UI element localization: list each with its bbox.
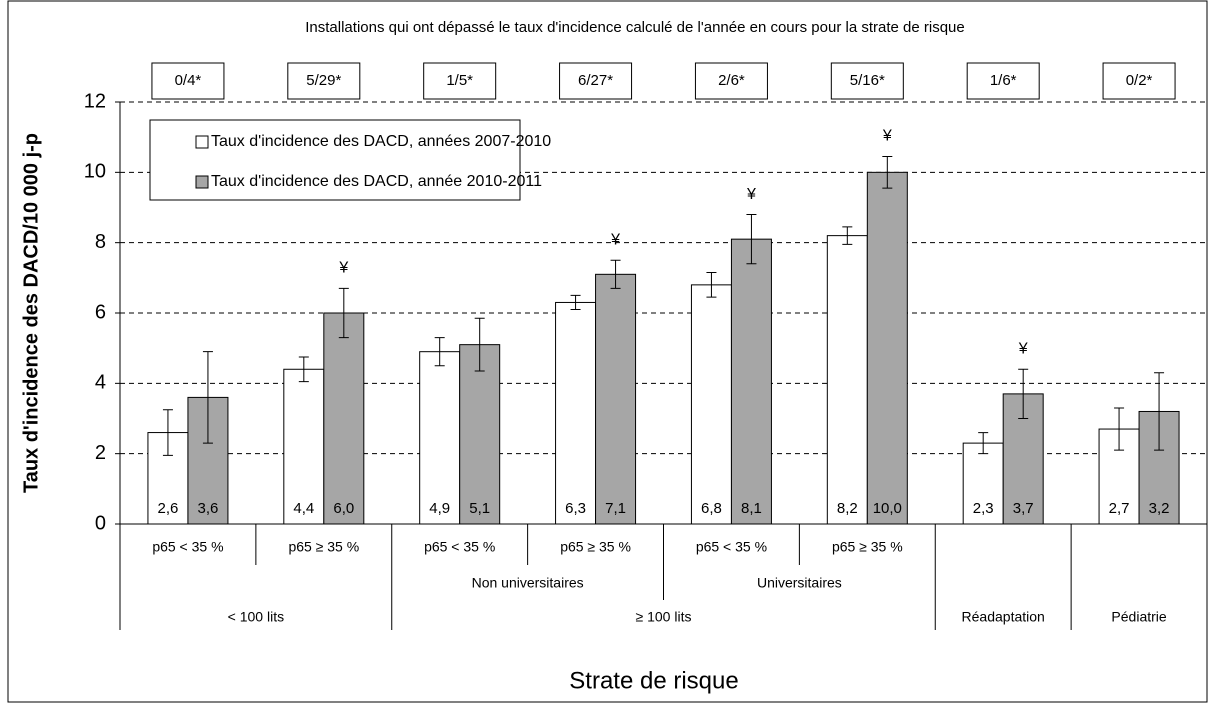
exceedance-label: 2/6* — [718, 72, 745, 89]
header: Installations qui ont dépassé le taux d'… — [305, 19, 964, 36]
value-label: 5,1 — [469, 500, 490, 517]
y-axis-title: Taux d'incidence des DACD/10 000 j-p — [20, 133, 42, 493]
exceedance-box — [287, 62, 361, 100]
exceedance-label: 1/5* — [446, 72, 473, 89]
legend-label: Taux d'incidence des DACD, années 2007-2… — [211, 133, 551, 150]
value-label: 3,2 — [1149, 500, 1170, 517]
value-label: 3,6 — [198, 500, 219, 517]
value-label: 3,7 — [1013, 500, 1034, 517]
y-tick-label: 8 — [95, 231, 106, 253]
legend-box — [149, 119, 521, 201]
significance-marker: ¥ — [882, 128, 892, 145]
y-tick-label: 4 — [95, 372, 106, 394]
exceedance-box — [1102, 62, 1176, 100]
error-bar — [202, 351, 213, 444]
bar — [459, 344, 501, 525]
error-bar — [746, 214, 757, 265]
significance-marker: ¥ — [610, 231, 620, 248]
exceedance-box — [423, 62, 497, 100]
category-label-1: Universitaires — [757, 575, 842, 591]
error-bar — [162, 409, 173, 456]
category-label-2: < 100 lits — [228, 609, 284, 625]
y-tick-label: 2 — [95, 442, 106, 464]
value-label: 8,2 — [837, 500, 858, 517]
error-bar — [1154, 372, 1165, 451]
value-label: 7,1 — [605, 500, 626, 517]
exceedance-label: 6/27* — [578, 72, 613, 89]
x-axis-title: Strate de risque — [569, 667, 738, 694]
value-label: 4,9 — [429, 500, 450, 517]
y-tick-label: 12 — [84, 90, 106, 112]
exceedance-label: 0/4* — [175, 72, 202, 89]
y-tick-label: 0 — [95, 512, 106, 534]
category-label-0: p65 < 35 % — [696, 539, 767, 555]
bar — [962, 442, 1004, 525]
category-label-2: ≥ 100 lits — [636, 609, 692, 625]
error-bar — [474, 317, 485, 372]
error-bar — [610, 259, 621, 289]
category-label-2: Réadaptation — [962, 609, 1045, 625]
exceedance-label: 1/6* — [990, 72, 1017, 89]
error-bar — [882, 156, 893, 189]
y-tick-label: 6 — [95, 301, 106, 323]
value-label: 6,3 — [565, 500, 586, 517]
error-bar — [706, 272, 717, 298]
significance-marker: ¥ — [1018, 340, 1028, 357]
error-bar — [978, 432, 989, 455]
exceedance-box — [830, 62, 904, 100]
value-label: 8,1 — [741, 500, 762, 517]
bar — [730, 238, 772, 525]
exceedance-label: 5/29* — [306, 72, 341, 89]
error-bar — [338, 287, 349, 339]
value-label: 10,0 — [873, 500, 902, 517]
error-bar — [570, 294, 581, 310]
value-label: 2,3 — [973, 500, 994, 517]
error-bar — [434, 337, 445, 367]
legend-swatch — [195, 175, 209, 189]
exceedance-label: 5/16* — [850, 72, 885, 89]
exceedance-box — [966, 62, 1040, 100]
category-label-0: p65 ≥ 35 % — [288, 539, 359, 555]
y-tick-label: 10 — [84, 161, 106, 183]
bar — [595, 273, 637, 525]
category-label-0: p65 ≥ 35 % — [832, 539, 903, 555]
bar — [826, 235, 868, 525]
bar — [866, 171, 908, 525]
value-label: 4,4 — [293, 500, 314, 517]
significance-marker: ¥ — [746, 186, 756, 203]
bar — [323, 312, 365, 525]
bar — [283, 368, 325, 525]
exceedance-box — [151, 62, 225, 100]
error-bar — [298, 356, 309, 383]
bar — [555, 301, 597, 525]
value-label: 2,6 — [158, 500, 179, 517]
frame — [7, 0, 1208, 703]
exceedance-label: 0/2* — [1126, 72, 1153, 89]
bar — [690, 284, 732, 525]
error-bar — [1114, 407, 1125, 451]
category-label-0: p65 < 35 % — [152, 539, 223, 555]
exceedance-box — [694, 62, 768, 100]
legend-swatch — [195, 135, 209, 149]
error-bar — [842, 226, 853, 245]
category-label-2: Pédiatrie — [1111, 609, 1166, 625]
error-bar — [1018, 368, 1029, 419]
significance-marker: ¥ — [338, 260, 348, 277]
value-label: 6,8 — [701, 500, 722, 517]
category-label-1: Non universitaires — [472, 575, 584, 591]
legend-label: Taux d'incidence des DACD, année 2010-20… — [211, 173, 542, 190]
value-label: 6,0 — [333, 500, 354, 517]
category-label-0: p65 < 35 % — [424, 539, 495, 555]
exceedance-box — [559, 62, 633, 100]
bar — [419, 351, 461, 525]
category-label-0: p65 ≥ 35 % — [560, 539, 631, 555]
value-label: 2,7 — [1109, 500, 1130, 517]
